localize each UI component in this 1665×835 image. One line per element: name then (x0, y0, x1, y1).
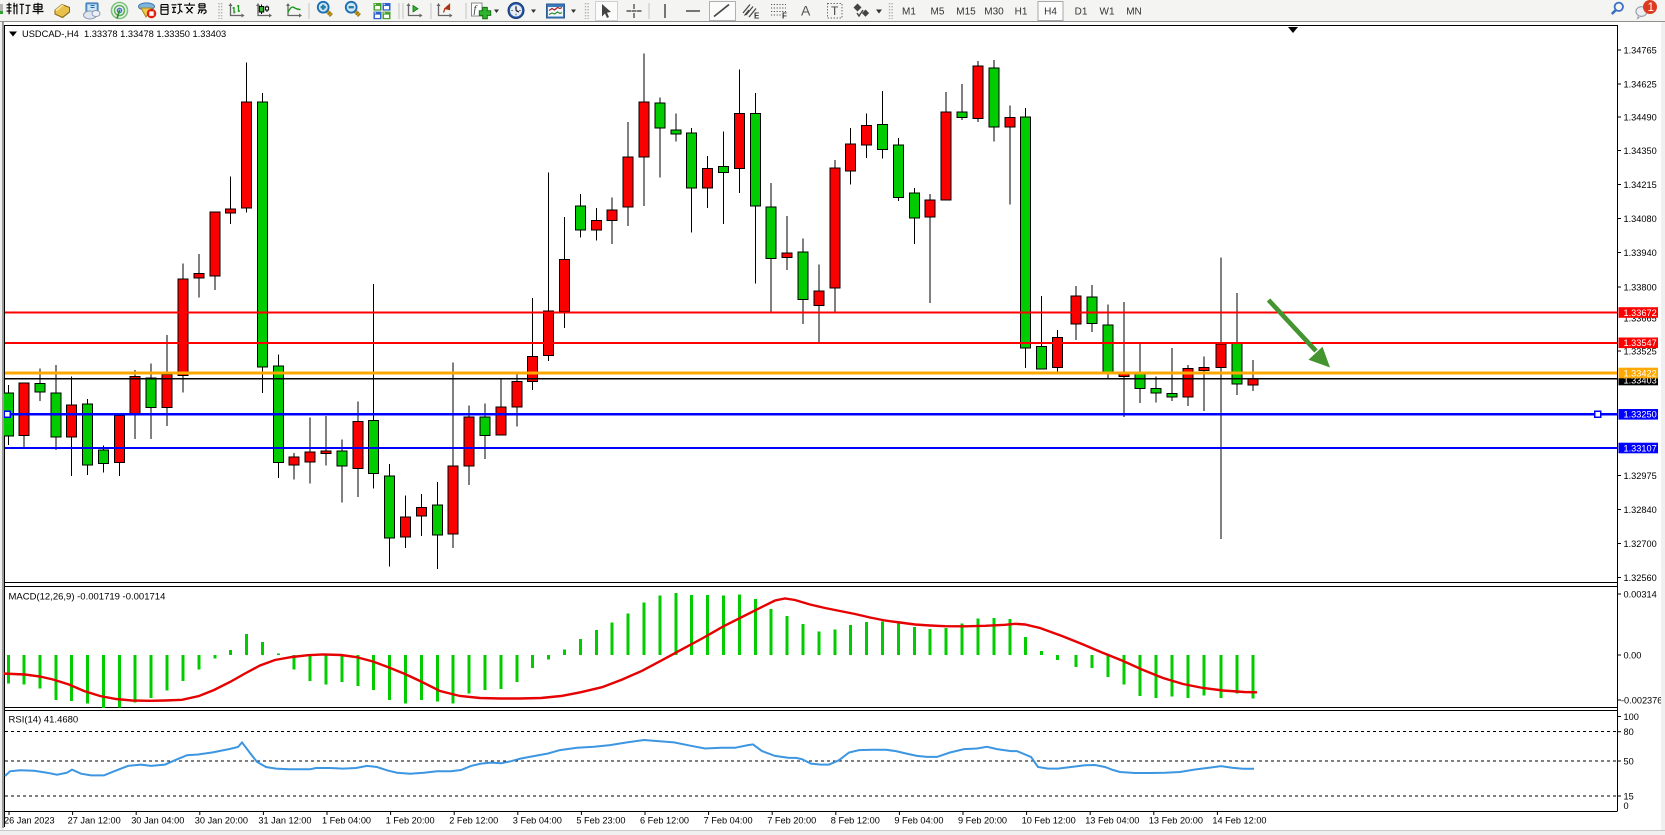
svg-text:6 Feb 12:00: 6 Feb 12:00 (640, 816, 689, 826)
svg-text:1.33665: 1.33665 (1624, 313, 1657, 323)
svg-text:1.34080: 1.34080 (1624, 214, 1657, 224)
svg-text:1.33525: 1.33525 (1624, 346, 1657, 356)
svg-text:1.34490: 1.34490 (1624, 112, 1657, 122)
svg-text:50: 50 (1624, 756, 1634, 766)
svg-text:1.34350: 1.34350 (1624, 146, 1657, 156)
svg-text:10 Feb 12:00: 10 Feb 12:00 (1022, 816, 1076, 826)
svg-text:1.33547: 1.33547 (1624, 338, 1657, 348)
svg-text:1.33422: 1.33422 (1624, 368, 1657, 378)
svg-text:MACD(12,26,9) -0.001719 -0.001: MACD(12,26,9) -0.001719 -0.001714 (9, 592, 166, 603)
svg-text:100: 100 (1624, 712, 1639, 722)
svg-text:1 Feb 04:00: 1 Feb 04:00 (322, 816, 371, 826)
svg-text:1.32560: 1.32560 (1624, 573, 1657, 583)
svg-text:13 Feb 04:00: 13 Feb 04:00 (1085, 816, 1139, 826)
svg-text:1 Feb 20:00: 1 Feb 20:00 (386, 816, 435, 826)
svg-text:1.33403: 1.33403 (1624, 375, 1657, 385)
svg-text:F: F (782, 12, 787, 21)
svg-text:M15: M15 (956, 7, 976, 18)
svg-text:1.33672: 1.33672 (1624, 308, 1657, 318)
svg-text:0: 0 (1624, 801, 1629, 811)
svg-text:7 Feb 04:00: 7 Feb 04:00 (704, 816, 753, 826)
svg-text:5 Feb 23:00: 5 Feb 23:00 (576, 816, 625, 826)
svg-text:1.33107: 1.33107 (1624, 443, 1657, 453)
svg-text:30 Jan 04:00: 30 Jan 04:00 (131, 816, 184, 826)
svg-text:27 Jan 12:00: 27 Jan 12:00 (68, 816, 121, 826)
svg-text:1.33940: 1.33940 (1624, 248, 1657, 258)
svg-text:0.00314: 0.00314 (1624, 589, 1657, 599)
svg-text:T: T (831, 4, 839, 18)
svg-text:M30: M30 (984, 7, 1004, 18)
svg-text:RSI(14) 41.4680: RSI(14) 41.4680 (9, 715, 79, 726)
svg-text:A: A (801, 3, 811, 19)
svg-text:1.33800: 1.33800 (1624, 282, 1657, 292)
svg-text:0.00: 0.00 (1624, 650, 1642, 660)
svg-text:2 Feb 12:00: 2 Feb 12:00 (449, 816, 498, 826)
svg-text:14 Feb 12:00: 14 Feb 12:00 (1212, 816, 1266, 826)
svg-text:1.34625: 1.34625 (1624, 79, 1657, 89)
svg-text:15: 15 (1624, 791, 1634, 801)
svg-text:8 Feb 12:00: 8 Feb 12:00 (831, 816, 880, 826)
svg-text:1.34765: 1.34765 (1624, 45, 1657, 55)
svg-text:31 Jan 12:00: 31 Jan 12:00 (258, 816, 311, 826)
svg-text:1.32975: 1.32975 (1624, 471, 1657, 481)
svg-text:1.32840: 1.32840 (1624, 505, 1657, 515)
svg-text:80: 80 (1624, 727, 1634, 737)
svg-text:H1: H1 (1015, 7, 1028, 18)
svg-text:9 Feb 04:00: 9 Feb 04:00 (894, 816, 943, 826)
svg-text:30 Jan 20:00: 30 Jan 20:00 (195, 816, 248, 826)
svg-text:1.33250: 1.33250 (1624, 410, 1657, 420)
svg-text:MN: MN (1126, 7, 1142, 18)
svg-text:M1: M1 (902, 7, 916, 18)
svg-text:E: E (754, 12, 760, 21)
svg-text:3 Feb 04:00: 3 Feb 04:00 (513, 816, 562, 826)
svg-text:M5: M5 (931, 7, 945, 18)
svg-text:D1: D1 (1075, 7, 1088, 18)
svg-text:1: 1 (1648, 2, 1654, 14)
svg-text:7 Feb 20:00: 7 Feb 20:00 (767, 816, 816, 826)
svg-text:H4: H4 (1044, 7, 1057, 18)
svg-text:f: f (474, 5, 478, 16)
svg-text:-0.002376: -0.002376 (1621, 695, 1662, 705)
svg-text:USDCAD-,H4 1.33378 1.33478 1.: USDCAD-,H4 1.33378 1.33478 1.33350 1.334… (22, 29, 226, 39)
svg-text:9 Feb 20:00: 9 Feb 20:00 (958, 816, 1007, 826)
svg-text:26 Jan 2023: 26 Jan 2023 (4, 816, 55, 826)
svg-text:1.32700: 1.32700 (1624, 539, 1657, 549)
svg-text:13 Feb 20:00: 13 Feb 20:00 (1149, 816, 1203, 826)
svg-text:1.34215: 1.34215 (1624, 180, 1657, 190)
svg-text:W1: W1 (1100, 7, 1115, 18)
